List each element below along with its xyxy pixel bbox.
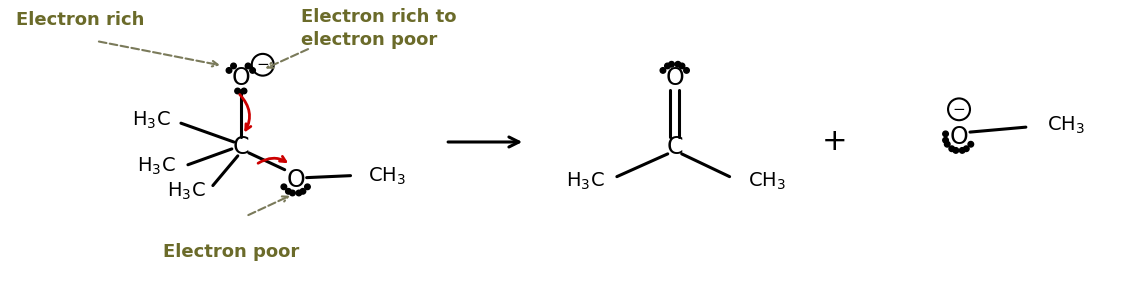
Text: −: − (257, 57, 269, 72)
Circle shape (289, 190, 295, 196)
Text: O: O (666, 66, 684, 90)
Circle shape (679, 63, 685, 69)
Circle shape (945, 142, 950, 147)
Text: H$_3$C: H$_3$C (566, 171, 605, 192)
Text: O: O (286, 168, 305, 191)
Circle shape (949, 146, 955, 151)
Text: Electron rich: Electron rich (16, 11, 145, 29)
Circle shape (660, 68, 666, 73)
Circle shape (301, 189, 306, 194)
Circle shape (664, 63, 670, 69)
Circle shape (226, 68, 232, 73)
Circle shape (942, 131, 948, 137)
Text: H$_3$C: H$_3$C (132, 109, 171, 131)
Circle shape (684, 68, 689, 73)
Text: CH$_3$: CH$_3$ (748, 171, 785, 192)
Circle shape (231, 63, 236, 69)
Text: H$_3$C: H$_3$C (138, 156, 176, 177)
Text: CH$_3$: CH$_3$ (1046, 114, 1085, 136)
Circle shape (296, 190, 302, 196)
Circle shape (286, 189, 292, 194)
Circle shape (968, 142, 974, 147)
Circle shape (305, 184, 311, 190)
Circle shape (250, 68, 255, 73)
Text: CH$_3$: CH$_3$ (368, 166, 407, 187)
Circle shape (953, 148, 958, 153)
Text: C: C (233, 135, 249, 159)
Text: O: O (232, 66, 250, 90)
Circle shape (669, 61, 675, 67)
Circle shape (942, 137, 948, 143)
Circle shape (281, 184, 287, 190)
Circle shape (245, 63, 251, 69)
Text: +: + (822, 127, 848, 157)
Text: −: − (953, 102, 965, 117)
Circle shape (964, 146, 970, 151)
Circle shape (241, 88, 246, 94)
Text: Electron poor: Electron poor (163, 243, 299, 261)
Text: C: C (667, 135, 683, 159)
Text: H$_3$C: H$_3$C (167, 181, 206, 202)
Text: O: O (949, 125, 968, 149)
Circle shape (959, 148, 965, 153)
Text: Electron rich to
electron poor: Electron rich to electron poor (301, 8, 457, 49)
Circle shape (235, 88, 241, 94)
Circle shape (675, 61, 680, 67)
